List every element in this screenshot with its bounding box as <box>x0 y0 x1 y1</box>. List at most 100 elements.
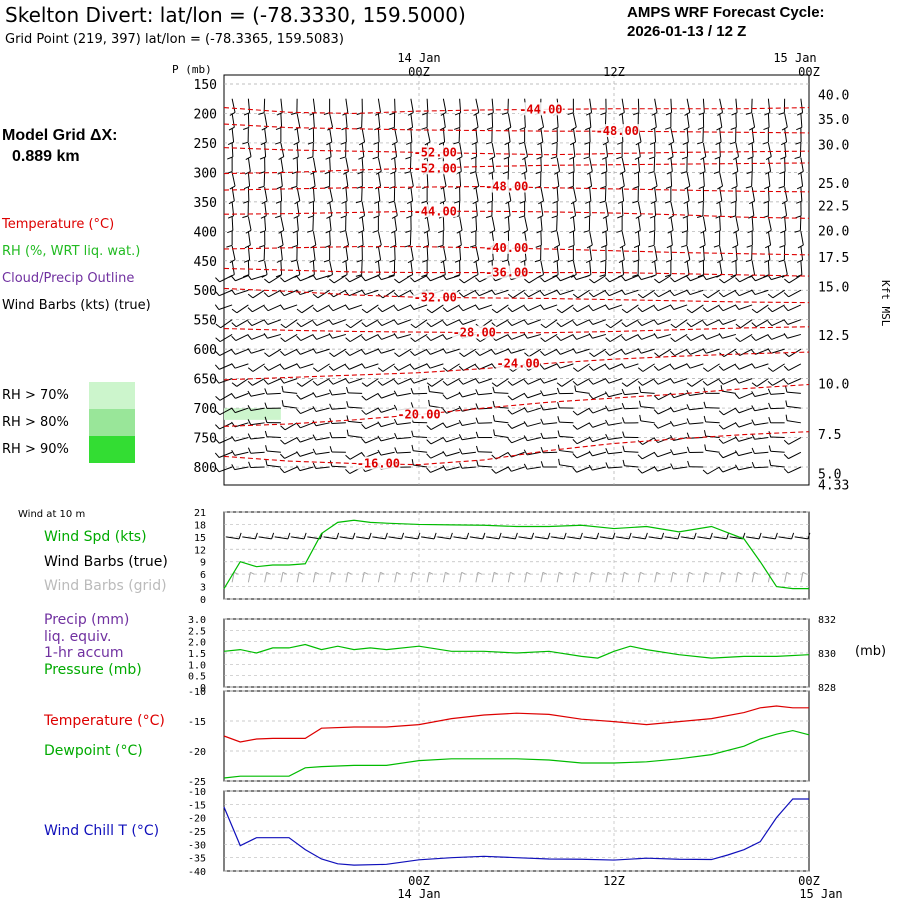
wind-barb-staff <box>722 451 737 459</box>
wind10-barbs-grid <box>231 571 808 583</box>
wind-barb-feather <box>568 244 575 248</box>
wind-barb-feather <box>276 112 283 116</box>
wind-barb-staff <box>800 187 803 202</box>
wind-barb-feather <box>540 418 544 425</box>
wind-barb-staff <box>624 289 639 296</box>
wind-barb-staff <box>527 451 541 456</box>
wind10-barb-feather <box>368 532 372 540</box>
wind-barb-feather <box>281 385 284 392</box>
wind-barb-staff <box>751 128 755 143</box>
wind-barb-staff <box>430 437 444 445</box>
wind-barb-feather <box>263 379 269 385</box>
wind-barb-feather <box>637 307 643 313</box>
wind-barb-staff <box>527 319 542 325</box>
pressure-right-tick-label: 828 <box>818 683 836 694</box>
wind-barb-feather <box>247 307 253 313</box>
wind-barb-feather <box>226 244 233 248</box>
wind-barb-staff <box>527 333 542 339</box>
wind-barb-feather <box>277 244 284 249</box>
wind10-barbs-true-label: Wind Barbs (true) <box>44 554 168 570</box>
wind-barb-feather <box>438 230 445 234</box>
top-hour-label: 12Z <box>603 65 625 79</box>
wind-barb-staff <box>316 319 330 327</box>
wind-barb-staff <box>299 363 314 369</box>
wind-barb-feather <box>653 292 659 298</box>
wind10-grid-barb <box>442 572 446 583</box>
wind10-barb-feather <box>612 532 616 540</box>
wind-barb-feather <box>312 406 317 412</box>
wind-barb-feather <box>459 352 465 357</box>
wind-barb-feather <box>280 350 286 356</box>
wind-barb-staff <box>446 451 460 457</box>
wind-barb-feather <box>718 452 724 459</box>
wind-barb-staff <box>739 363 753 370</box>
wind-barb-feather <box>572 367 579 372</box>
wind-barb-staff <box>280 113 283 128</box>
wind-barb-feather <box>422 259 429 263</box>
wind-barb-staff <box>329 157 331 172</box>
wind-barb-feather <box>393 333 398 339</box>
wind-barb-feather <box>231 289 236 295</box>
wind-barb-staff <box>735 231 739 246</box>
wind-barb-staff <box>787 304 802 312</box>
wind-barb-staff <box>333 363 347 371</box>
wind-barb-feather <box>215 395 221 401</box>
wind-barb-staff <box>642 304 655 313</box>
wind-barb-staff <box>621 157 626 172</box>
wind-barb-staff <box>315 437 330 441</box>
wind-barb-feather <box>616 230 623 233</box>
wind-barb-staff <box>800 113 803 128</box>
wind-barb-feather <box>394 447 398 454</box>
wind-barb-staff <box>413 378 428 384</box>
wind-barb-staff <box>366 304 379 314</box>
wind-barb-feather <box>339 230 346 233</box>
wind10-grid-barb-feather <box>380 571 385 575</box>
wind-barb-staff <box>621 260 625 275</box>
wind-barb-feather <box>796 185 803 190</box>
isotherm-label: -16.00 <box>357 456 400 470</box>
wind-barb-staff <box>252 304 265 313</box>
xsection-ytick-label: 600 <box>194 343 217 358</box>
wind10-barb <box>388 536 402 540</box>
wind-barb-staff <box>491 216 496 231</box>
wind-barb-staff <box>264 113 268 128</box>
wind-barb-feather <box>329 417 333 424</box>
wind-barb-feather <box>735 277 741 283</box>
wind-barb-staff <box>479 348 493 356</box>
wind-barb-staff <box>250 437 265 440</box>
wind-barb-staff <box>658 275 672 284</box>
wind-barb-feather <box>767 367 774 372</box>
wind-barb-staff <box>296 113 301 128</box>
wind-barb-feather <box>292 156 299 160</box>
wind-barb-feather <box>637 274 642 280</box>
wind-barb-staff <box>447 378 460 386</box>
wind10-grid-barb-feather <box>396 571 401 575</box>
wind-barb-feather <box>605 350 611 356</box>
wind-barb-feather <box>783 365 789 371</box>
wind-barb-feather <box>734 393 740 399</box>
wind-barb-feather <box>312 380 318 386</box>
wind-barb-staff <box>431 319 444 328</box>
wind-barb-feather <box>263 365 269 371</box>
wind-barb-feather <box>729 141 736 145</box>
wind-barb-feather <box>244 244 251 249</box>
isotherm-label: -48.00 <box>485 180 528 194</box>
wind-barb-staff <box>528 289 542 298</box>
wind-barb-staff <box>394 157 397 172</box>
wind-barb-staff <box>429 405 444 409</box>
wind-barb-feather <box>356 259 363 263</box>
wind-barb-staff <box>719 128 722 143</box>
wind-barb-staff <box>689 407 704 411</box>
wind-barb-staff <box>673 304 688 310</box>
wind-barb-feather <box>535 171 542 175</box>
wind10-barb <box>372 536 386 540</box>
wind-barb-feather <box>669 392 675 398</box>
wind-barb-feather <box>458 365 464 371</box>
wind10-barb-feather <box>774 532 778 540</box>
wind-barb-staff <box>738 378 753 384</box>
wind-barb-feather <box>653 379 659 385</box>
wind-barb-feather <box>767 320 773 326</box>
xsection-right-tick-label: 30.0 <box>818 139 849 154</box>
wind10-grid-barb <box>491 572 495 583</box>
wind-barb-feather <box>324 171 331 175</box>
